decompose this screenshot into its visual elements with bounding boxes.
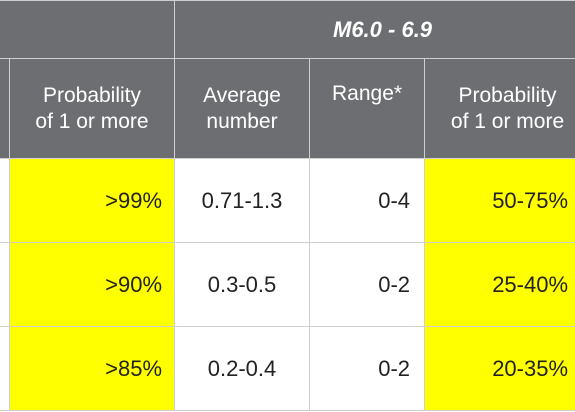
row-edge-cell <box>0 242 10 327</box>
probability-left-cell: >85% <box>8 326 176 411</box>
header-line: of 1 or more <box>35 109 149 133</box>
header-line: Probability <box>42 83 142 107</box>
magnitude-group-row: .9 M6.0 - 6.9 <box>0 0 575 59</box>
probability-left-cell: >90% <box>8 242 176 327</box>
header-line: Range* <box>331 82 403 105</box>
range-cell: 0-2 <box>309 242 426 327</box>
header-line: Average <box>203 83 281 107</box>
column-header-average-number: Average number <box>174 58 311 159</box>
column-header-row: Probability of 1 or more Average number … <box>0 58 575 159</box>
header-line: of 1 or more <box>450 109 565 133</box>
range-cell: 0-2 <box>309 326 426 411</box>
magnitude-group-left: .9 <box>0 0 176 59</box>
column-header-edge <box>0 58 10 159</box>
probability-right-cell: 20-35% <box>424 326 575 411</box>
probability-left-cell: >99% <box>8 158 176 243</box>
table-row: >99% 0.71-1.3 0-4 50-75% <box>0 158 575 243</box>
average-number-cell: 0.2-0.4 <box>174 326 311 411</box>
magnitude-group-right: M6.0 - 6.9 <box>174 0 575 59</box>
average-number-cell: 0.71-1.3 <box>174 158 311 243</box>
column-header-probability-left: Probability of 1 or more <box>8 58 176 159</box>
probability-right-cell: 25-40% <box>424 242 575 327</box>
table-row: >90% 0.3-0.5 0-2 25-40% <box>0 242 575 327</box>
header-line: number <box>206 109 278 133</box>
column-header-probability-right: Probability of 1 or more <box>424 58 575 159</box>
average-number-cell: 0.3-0.5 <box>174 242 311 327</box>
column-header-range: Range* <box>309 58 426 159</box>
range-cell: 0-4 <box>309 158 426 243</box>
header-line: Probability <box>458 83 557 107</box>
probability-right-cell: 50-75% <box>424 158 575 243</box>
row-edge-cell <box>0 158 10 243</box>
table-row: >85% 0.2-0.4 0-2 20-35% <box>0 326 575 411</box>
row-edge-cell <box>0 326 10 411</box>
